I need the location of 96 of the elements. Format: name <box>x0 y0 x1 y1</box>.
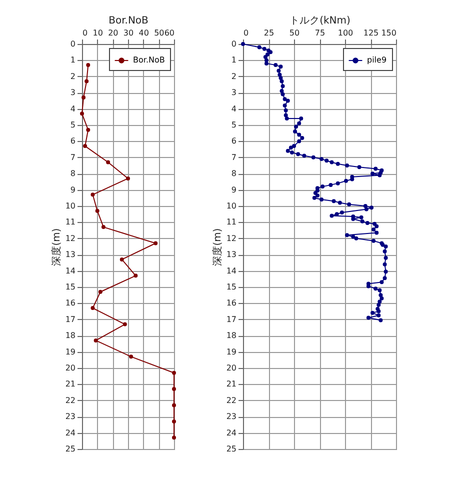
point <box>83 144 88 148</box>
x-tick-label: 75 <box>314 28 326 38</box>
y-tick-label: 16 <box>226 298 236 308</box>
y-tick-label: 16 <box>65 298 76 308</box>
y-tick-label: 9 <box>231 185 236 194</box>
x-tick-label: 50 <box>154 28 164 38</box>
x-tick-label: 10 <box>92 28 103 38</box>
x-axis-title: Bor.NoB <box>108 16 149 26</box>
y-tick-label: 14 <box>65 266 76 276</box>
x-tick-label: 40 <box>138 28 149 38</box>
y-axis-title: 深度(m) <box>50 228 62 266</box>
x-tick-label: 25 <box>264 28 274 38</box>
y-tick-label: 10 <box>65 202 76 210</box>
x-tick-label: 30 <box>123 28 134 38</box>
y-axis-title: 深度(m) <box>211 228 224 266</box>
y-tick-label: 7 <box>70 152 76 162</box>
y-tick-label: 6 <box>70 136 76 146</box>
y-tick-label: 17 <box>226 314 236 324</box>
y-tick-label: 25 <box>226 444 236 454</box>
point <box>94 338 98 342</box>
y-tick-label: 0 <box>70 40 76 48</box>
y-tick-label: 1 <box>231 56 236 65</box>
y-tick-label: 5 <box>70 120 76 130</box>
y-tick-label: 21 <box>65 380 76 389</box>
y-tick-label: 2 <box>70 72 76 81</box>
x-tick-label: 0 <box>244 28 249 38</box>
point <box>126 176 130 180</box>
y-tick-label: 22 <box>226 396 236 405</box>
x-tick-label: 150 <box>381 28 396 38</box>
y-tick-label: 3 <box>231 88 236 98</box>
point <box>154 241 158 246</box>
point <box>90 192 95 197</box>
point <box>134 274 138 278</box>
y-tick-label: 11 <box>65 218 76 227</box>
x-tick-label: 100 <box>338 28 354 38</box>
y-tick-label: 12 <box>65 234 76 243</box>
y-tick-label: 18 <box>226 331 236 340</box>
point <box>106 160 110 164</box>
y-tick-label: 25 <box>65 444 76 454</box>
y-tick-label: 1 <box>70 56 76 65</box>
y-tick-label: 15 <box>65 282 76 292</box>
y-tick-label: 7 <box>231 152 236 162</box>
y-tick-label: 4 <box>231 104 236 114</box>
y-tick-label: 14 <box>226 266 236 276</box>
y-tick-label: 24 <box>65 428 76 438</box>
point <box>84 79 89 84</box>
x-tick-label: 20 <box>108 28 118 38</box>
y-tick-label: 10 <box>226 202 236 210</box>
y-tick-label: 8 <box>231 169 236 178</box>
x-tick-label: 60 <box>164 28 174 38</box>
point <box>86 63 90 68</box>
point <box>86 128 90 132</box>
y-tick-label: 8 <box>70 169 76 178</box>
y-tick-label: 17 <box>65 314 76 324</box>
point <box>172 419 176 424</box>
y-tick-label: 13 <box>65 250 76 260</box>
point <box>98 290 102 294</box>
point <box>172 387 176 392</box>
y-tick-label: 13 <box>226 250 236 260</box>
y-tick-label: 23 <box>65 412 76 422</box>
point <box>90 306 95 310</box>
y-tick-label: 18 <box>65 331 76 340</box>
y-tick-label: 5 <box>231 120 236 130</box>
y-tick-label: 2 <box>231 72 236 81</box>
y-tick-label: 21 <box>226 380 236 389</box>
y-tick-label: 19 <box>65 347 76 356</box>
legend-label: Bor.NoB <box>133 56 165 64</box>
legend-label: pile9 <box>367 56 387 64</box>
point <box>129 354 134 359</box>
y-tick-label: 24 <box>226 428 236 438</box>
y-tick-label: 4 <box>70 104 76 114</box>
x-tick-label: 50 <box>289 28 300 38</box>
x-axis-title: トルク(kNm) <box>290 16 350 26</box>
point <box>122 322 127 326</box>
point <box>80 112 84 116</box>
y-tick-label: 19 <box>226 347 236 356</box>
point <box>101 225 106 230</box>
point <box>82 95 86 100</box>
y-tick-label: 11 <box>226 218 236 227</box>
point <box>172 403 176 408</box>
y-tick-label: 9 <box>70 185 76 194</box>
y-tick-label: 0 <box>231 40 236 48</box>
y-tick-label: 12 <box>226 234 236 243</box>
x-tick-label: 125 <box>363 28 379 38</box>
point <box>172 370 176 375</box>
y-tick-label: 6 <box>231 136 236 146</box>
y-tick-label: 23 <box>226 412 236 422</box>
point <box>95 208 100 213</box>
y-tick-label: 15 <box>226 282 236 292</box>
y-tick-label: 20 <box>65 364 76 372</box>
y-tick-label: 20 <box>226 364 236 372</box>
x-tick-label: 0 <box>82 28 88 38</box>
y-tick-label: 3 <box>70 88 76 98</box>
y-tick-label: 22 <box>65 396 76 405</box>
point <box>120 257 124 262</box>
point <box>172 436 176 440</box>
